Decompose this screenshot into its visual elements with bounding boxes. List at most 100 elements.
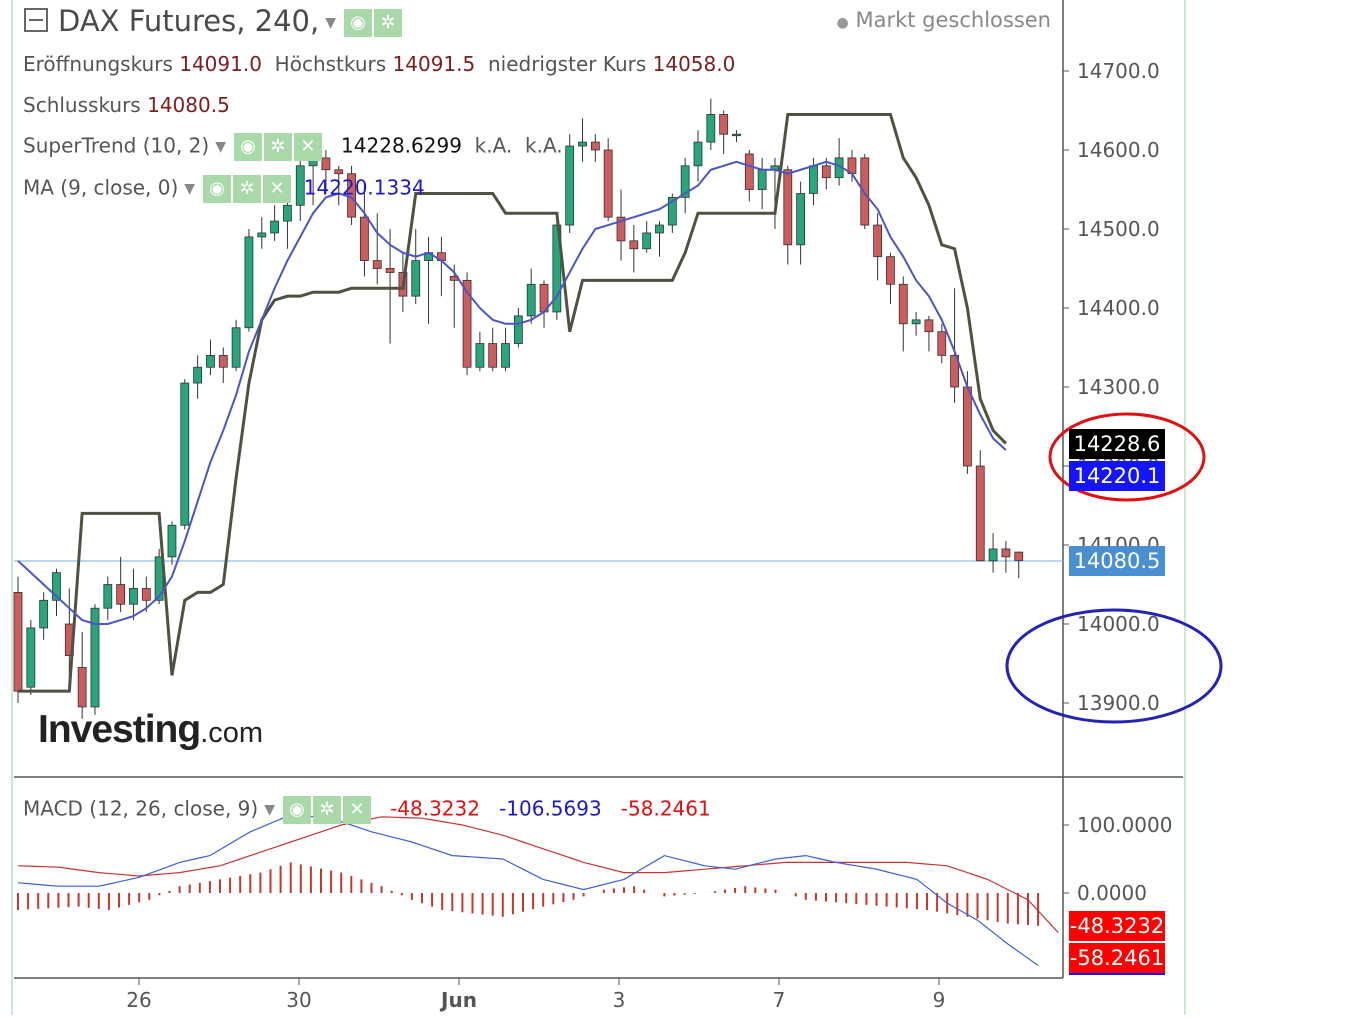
candle-up bbox=[667, 196, 677, 226]
candle-down bbox=[77, 667, 87, 708]
candle-down bbox=[629, 240, 639, 250]
candle-up bbox=[796, 193, 806, 246]
supertrend-na-2: k.A. bbox=[525, 133, 563, 158]
candle-up bbox=[680, 165, 690, 198]
macd-signal-line bbox=[17, 816, 1059, 934]
candle-up bbox=[206, 354, 215, 368]
macd-tick-label: 100.0000 bbox=[1077, 813, 1172, 837]
status-dot-icon: ● bbox=[836, 15, 849, 31]
market-status: ● Markt geschlossen bbox=[837, 8, 1051, 32]
investing-logo: Investing.com bbox=[38, 708, 263, 752]
candle-up bbox=[244, 236, 254, 329]
ma-label: MA (9, close, 0) bbox=[23, 175, 179, 200]
candle-up bbox=[526, 283, 536, 317]
macd-group bbox=[17, 814, 1059, 966]
gear-icon[interactable]: ✲ bbox=[374, 9, 402, 37]
market-status-text: Markt geschlossen bbox=[855, 8, 1051, 32]
candle-down bbox=[218, 354, 228, 368]
candle-down bbox=[321, 157, 331, 171]
eye-icon[interactable]: ◉ bbox=[233, 133, 262, 161]
candles-group bbox=[13, 98, 1024, 719]
logo-name: Investing bbox=[38, 708, 201, 751]
chart-title: DAX Futures, 240, bbox=[58, 4, 320, 38]
price-tick-label: 14400.0 bbox=[1077, 296, 1160, 320]
low-label: niedrigster Kurs bbox=[487, 52, 647, 76]
candle-up bbox=[693, 141, 703, 167]
candle-up bbox=[411, 260, 421, 297]
supertrend-na-1: k.A. bbox=[474, 133, 513, 158]
candle-up bbox=[180, 382, 190, 526]
candle-down bbox=[116, 584, 126, 605]
candle-down bbox=[1001, 548, 1011, 558]
supertrend-line bbox=[18, 112, 1007, 693]
candle-up bbox=[642, 232, 652, 250]
macd-line bbox=[17, 814, 1039, 966]
close-icon[interactable]: ✕ bbox=[293, 133, 322, 161]
gear-icon[interactable]: ✲ bbox=[233, 175, 262, 203]
candle-up bbox=[231, 327, 241, 368]
macd-line-value: -106.5693 bbox=[499, 796, 602, 821]
price-tick-label: 14600.0 bbox=[1077, 138, 1160, 162]
highlight-ellipse-blue bbox=[1005, 608, 1223, 724]
macd-legend-row: MACD (12, 26, close, 9) ▼ ◉ ✲ ✕ -48.3232 -10… bbox=[23, 796, 711, 824]
candle-up bbox=[501, 343, 510, 368]
candle-down bbox=[860, 157, 870, 226]
candle-down bbox=[873, 224, 883, 258]
logo-suffix: .com bbox=[200, 717, 264, 749]
candle-up bbox=[52, 572, 61, 601]
candle-down bbox=[719, 114, 729, 135]
candle-up bbox=[706, 114, 716, 143]
time-tick-label: 3 bbox=[613, 988, 626, 1012]
chevron-down-icon[interactable]: ▼ bbox=[215, 139, 226, 155]
chevron-down-icon[interactable]: ▼ bbox=[184, 181, 196, 197]
close-icon[interactable]: ✕ bbox=[263, 175, 292, 203]
close-legend-row: Schlusskurs 14080.5 bbox=[23, 93, 230, 117]
candle-down bbox=[783, 169, 793, 246]
candle-down bbox=[937, 331, 947, 356]
candle-up bbox=[39, 599, 49, 629]
close-icon[interactable]: ✕ bbox=[342, 796, 371, 824]
candle-up bbox=[655, 224, 664, 234]
candle-up bbox=[565, 145, 575, 226]
close-value: 14080.5 bbox=[147, 93, 230, 117]
eye-icon[interactable]: ◉ bbox=[203, 175, 232, 203]
chevron-down-icon[interactable]: ▼ bbox=[264, 802, 275, 818]
high-label: Höchstkurs bbox=[274, 52, 387, 76]
ma-value: 14220.1334 bbox=[303, 175, 425, 200]
price-tick-label: 14300.0 bbox=[1077, 375, 1160, 399]
time-axis-ticks: 26 30 Jun 3 7 9 bbox=[126, 978, 945, 1012]
price-tick-label: 14500.0 bbox=[1077, 217, 1160, 241]
candle-down bbox=[616, 216, 626, 242]
close-label: Schlusskurs bbox=[23, 93, 141, 117]
price-tick-label: 14700.0 bbox=[1077, 59, 1160, 83]
candle-up bbox=[475, 343, 485, 368]
candle-down bbox=[372, 260, 382, 269]
collapse-icon[interactable] bbox=[24, 8, 48, 32]
candle-down bbox=[898, 283, 908, 325]
high-value: 14091.5 bbox=[392, 52, 476, 76]
candle-up bbox=[513, 315, 523, 344]
price-tick-label: 13900.0 bbox=[1077, 691, 1160, 715]
time-tick-label: 9 bbox=[933, 988, 946, 1012]
time-tick-label: 30 bbox=[286, 988, 311, 1012]
supertrend-value: 14228.6299 bbox=[341, 133, 462, 158]
candle-down bbox=[924, 319, 934, 333]
candle-up bbox=[757, 169, 767, 190]
candle-up bbox=[26, 627, 36, 688]
candle-up bbox=[103, 584, 113, 609]
candle-down bbox=[462, 279, 472, 368]
supertrend-price-label: 14228.6 bbox=[1069, 429, 1165, 459]
gear-icon[interactable]: ✲ bbox=[312, 796, 341, 824]
chevron-down-icon[interactable]: ▼ bbox=[325, 15, 336, 31]
time-tick-label: 7 bbox=[773, 988, 786, 1012]
eye-icon[interactable]: ◉ bbox=[282, 796, 311, 824]
candle-down bbox=[821, 165, 831, 179]
candle-up bbox=[257, 232, 267, 238]
candle-up bbox=[988, 548, 998, 562]
candle-down bbox=[141, 588, 151, 601]
eye-icon[interactable]: ◉ bbox=[344, 9, 372, 37]
macd-label: MACD (12, 26, close, 9) bbox=[23, 796, 259, 821]
macd-hist-price-label: -48.3232 bbox=[1069, 911, 1165, 941]
gear-icon[interactable]: ✲ bbox=[263, 133, 292, 161]
